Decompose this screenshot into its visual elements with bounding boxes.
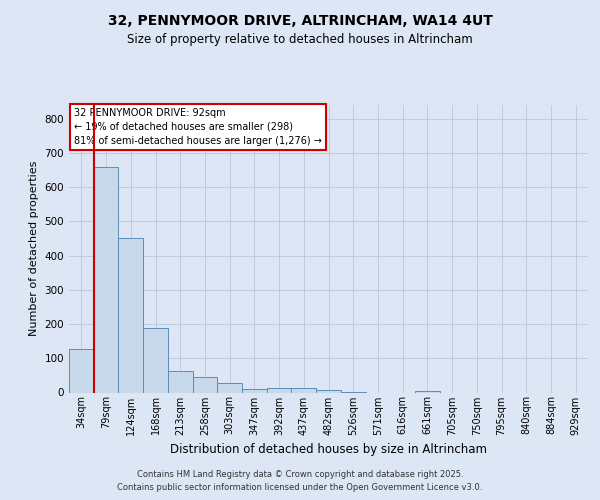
Bar — [69, 349, 94, 393]
Bar — [118, 238, 143, 392]
Text: Contains HM Land Registry data © Crown copyright and database right 2025.: Contains HM Land Registry data © Crown c… — [137, 470, 463, 479]
Bar — [168, 371, 193, 392]
Bar — [292, 388, 316, 392]
Bar — [415, 391, 440, 392]
Text: Size of property relative to detached houses in Altrincham: Size of property relative to detached ho… — [127, 32, 473, 46]
Bar — [242, 389, 267, 392]
Text: 32, PENNYMOOR DRIVE, ALTRINCHAM, WA14 4UT: 32, PENNYMOOR DRIVE, ALTRINCHAM, WA14 4U… — [107, 14, 493, 28]
Bar — [94, 166, 118, 392]
Bar — [143, 328, 168, 392]
Text: Contains public sector information licensed under the Open Government Licence v3: Contains public sector information licen… — [118, 483, 482, 492]
Bar — [267, 388, 292, 392]
Bar — [316, 390, 341, 392]
Text: 32 PENNYMOOR DRIVE: 92sqm
← 19% of detached houses are smaller (298)
81% of semi: 32 PENNYMOOR DRIVE: 92sqm ← 19% of detac… — [74, 108, 322, 146]
Bar — [217, 384, 242, 392]
X-axis label: Distribution of detached houses by size in Altrincham: Distribution of detached houses by size … — [170, 443, 487, 456]
Bar — [193, 377, 217, 392]
Y-axis label: Number of detached properties: Number of detached properties — [29, 161, 39, 336]
